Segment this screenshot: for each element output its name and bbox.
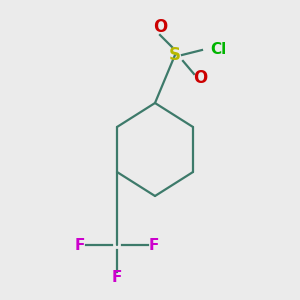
Text: Cl: Cl xyxy=(210,43,226,58)
Text: O: O xyxy=(193,69,207,87)
Text: F: F xyxy=(75,238,85,253)
Text: F: F xyxy=(149,238,159,253)
Text: S: S xyxy=(169,46,181,64)
Text: O: O xyxy=(153,18,167,36)
Text: F: F xyxy=(112,271,122,286)
